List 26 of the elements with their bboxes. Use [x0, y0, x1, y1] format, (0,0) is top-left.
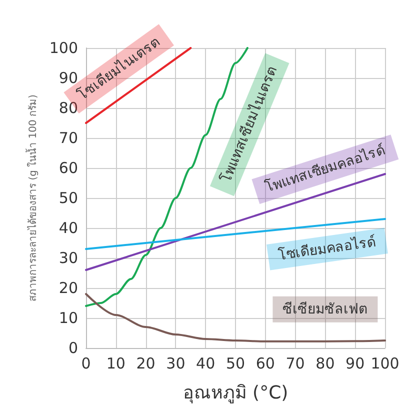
- x-axis-title: อุณหภูมิ (°C): [182, 382, 288, 404]
- y-tick-label: 0: [68, 339, 78, 357]
- y-tick-label: 60: [58, 159, 78, 177]
- y-tick-label: 70: [58, 129, 78, 147]
- x-tick-label: 80: [316, 354, 335, 372]
- y-tick-label: 80: [58, 99, 78, 117]
- x-tick-label: 30: [166, 354, 186, 372]
- y-tick-label: 100: [49, 39, 78, 57]
- x-tick-label: 90: [346, 354, 365, 372]
- y-tick-label: 50: [58, 189, 78, 207]
- y-tick-label: 20: [58, 279, 78, 297]
- y-axis-title: สภาพการละลายได้ของสาร (g ในน้ำ 100 กรัม): [24, 94, 39, 302]
- series-label: ซีเซียมซัลเฟต: [282, 301, 368, 318]
- line-series: [85, 293, 386, 342]
- y-tick-label: 10: [58, 309, 78, 327]
- x-tick-label: 10: [106, 354, 126, 372]
- x-tick-label: 50: [226, 354, 246, 372]
- y-tick-label: 30: [58, 249, 78, 267]
- x-tick-label: 60: [256, 354, 275, 372]
- y-tick-label: 40: [58, 219, 78, 237]
- x-tick-label: 100: [370, 354, 400, 372]
- x-tick-label: 70: [286, 354, 305, 372]
- y-tick-label: 90: [58, 69, 78, 87]
- x-tick-label: 20: [136, 354, 156, 372]
- x-tick-label: 40: [196, 354, 216, 372]
- x-tick-label: 0: [81, 354, 91, 372]
